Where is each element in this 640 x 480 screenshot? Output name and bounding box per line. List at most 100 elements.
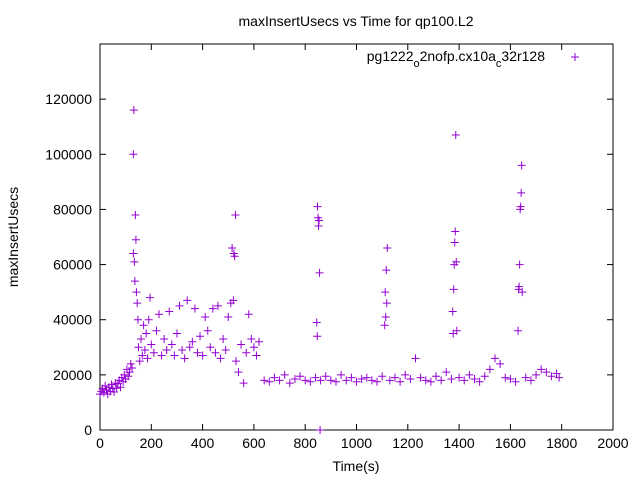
y-tick-label: 60000	[53, 257, 92, 273]
data-point	[201, 312, 210, 321]
legend: pg1222o2nofp.cx10ac32r128	[367, 48, 579, 70]
data-point	[382, 299, 391, 308]
x-tick-label: 1200	[392, 435, 423, 451]
data-point	[206, 343, 215, 352]
y-tick-label: 0	[84, 422, 92, 438]
data-point	[401, 370, 410, 379]
data-point	[231, 357, 240, 366]
data-point	[357, 374, 366, 383]
data-point	[160, 335, 169, 344]
data-point	[142, 329, 151, 338]
y-tick-label: 100000	[45, 146, 92, 162]
data-point	[537, 365, 546, 374]
data-point	[326, 376, 335, 385]
data-point	[149, 348, 158, 357]
data-point	[167, 340, 176, 349]
data-point	[385, 376, 394, 385]
data-point	[306, 377, 315, 386]
data-point	[190, 304, 199, 313]
data-point	[175, 301, 184, 310]
data-point	[129, 249, 138, 258]
data-point	[331, 377, 340, 386]
data-point	[378, 372, 387, 381]
data-point	[144, 315, 153, 324]
data-point	[301, 376, 310, 385]
data-point	[314, 221, 323, 230]
data-point	[491, 354, 500, 363]
data-point	[157, 351, 166, 360]
data-point	[373, 377, 382, 386]
data-point	[485, 365, 494, 374]
data-point	[124, 372, 133, 381]
data-point	[280, 370, 289, 379]
data-point	[107, 380, 116, 389]
data-point	[230, 252, 239, 261]
data-point	[480, 372, 489, 381]
data-point	[255, 337, 264, 346]
data-point	[526, 376, 535, 385]
data-point	[470, 374, 479, 383]
axis-ticks: 0 200 400 600 800 1000 1200 1400 1600 1800 2000020…	[45, 44, 629, 451]
data-point	[252, 351, 261, 360]
data-point	[137, 335, 146, 344]
data-point	[139, 321, 148, 330]
data-point	[120, 370, 129, 379]
data-point	[515, 260, 524, 269]
data-point	[450, 238, 459, 247]
data-point	[165, 307, 174, 316]
x-tick-label: 1400	[444, 435, 475, 451]
data-point	[228, 244, 237, 253]
data-point	[147, 340, 156, 349]
data-point	[237, 340, 246, 349]
data-point	[196, 332, 205, 341]
data-point	[131, 210, 140, 219]
data-point	[132, 288, 141, 297]
data-point	[178, 346, 187, 355]
data-point	[108, 384, 117, 393]
x-tick-label: 1800	[546, 435, 577, 451]
data-point	[448, 307, 457, 316]
data-point	[506, 374, 515, 383]
data-point	[193, 348, 202, 357]
data-point	[188, 337, 197, 346]
data-point	[231, 210, 240, 219]
x-tick-label: 1600	[495, 435, 526, 451]
data-point	[313, 202, 322, 211]
chart-title: maxInsertUsecs vs Time for qp100.L2	[239, 13, 474, 29]
data-point	[312, 318, 321, 327]
data-point	[239, 379, 248, 388]
data-point	[352, 377, 361, 386]
data-point	[224, 312, 233, 321]
data-point	[517, 188, 526, 197]
data-point	[234, 368, 243, 377]
data-point	[555, 373, 564, 382]
data-point	[542, 368, 551, 377]
data-point	[260, 376, 269, 385]
data-point	[198, 351, 207, 360]
data-point	[203, 326, 212, 335]
data-point	[162, 346, 171, 355]
data-point	[517, 161, 526, 170]
data-point	[342, 376, 351, 385]
data-point	[421, 376, 430, 385]
data-point	[126, 359, 135, 368]
data-point	[125, 368, 134, 377]
data-point	[112, 384, 121, 393]
data-point	[315, 268, 324, 277]
data-point	[315, 216, 324, 225]
data-point	[316, 426, 325, 434]
data-point	[311, 373, 320, 382]
data-point	[285, 379, 294, 388]
data-point	[172, 329, 181, 338]
data-point	[129, 150, 138, 159]
data-point	[514, 326, 523, 335]
data-point	[511, 377, 520, 386]
data-point	[244, 310, 253, 319]
x-tick-label: 0	[96, 435, 104, 451]
data-point	[451, 227, 460, 236]
data-point	[396, 377, 405, 386]
data-point	[416, 373, 425, 382]
data-point	[475, 377, 484, 386]
